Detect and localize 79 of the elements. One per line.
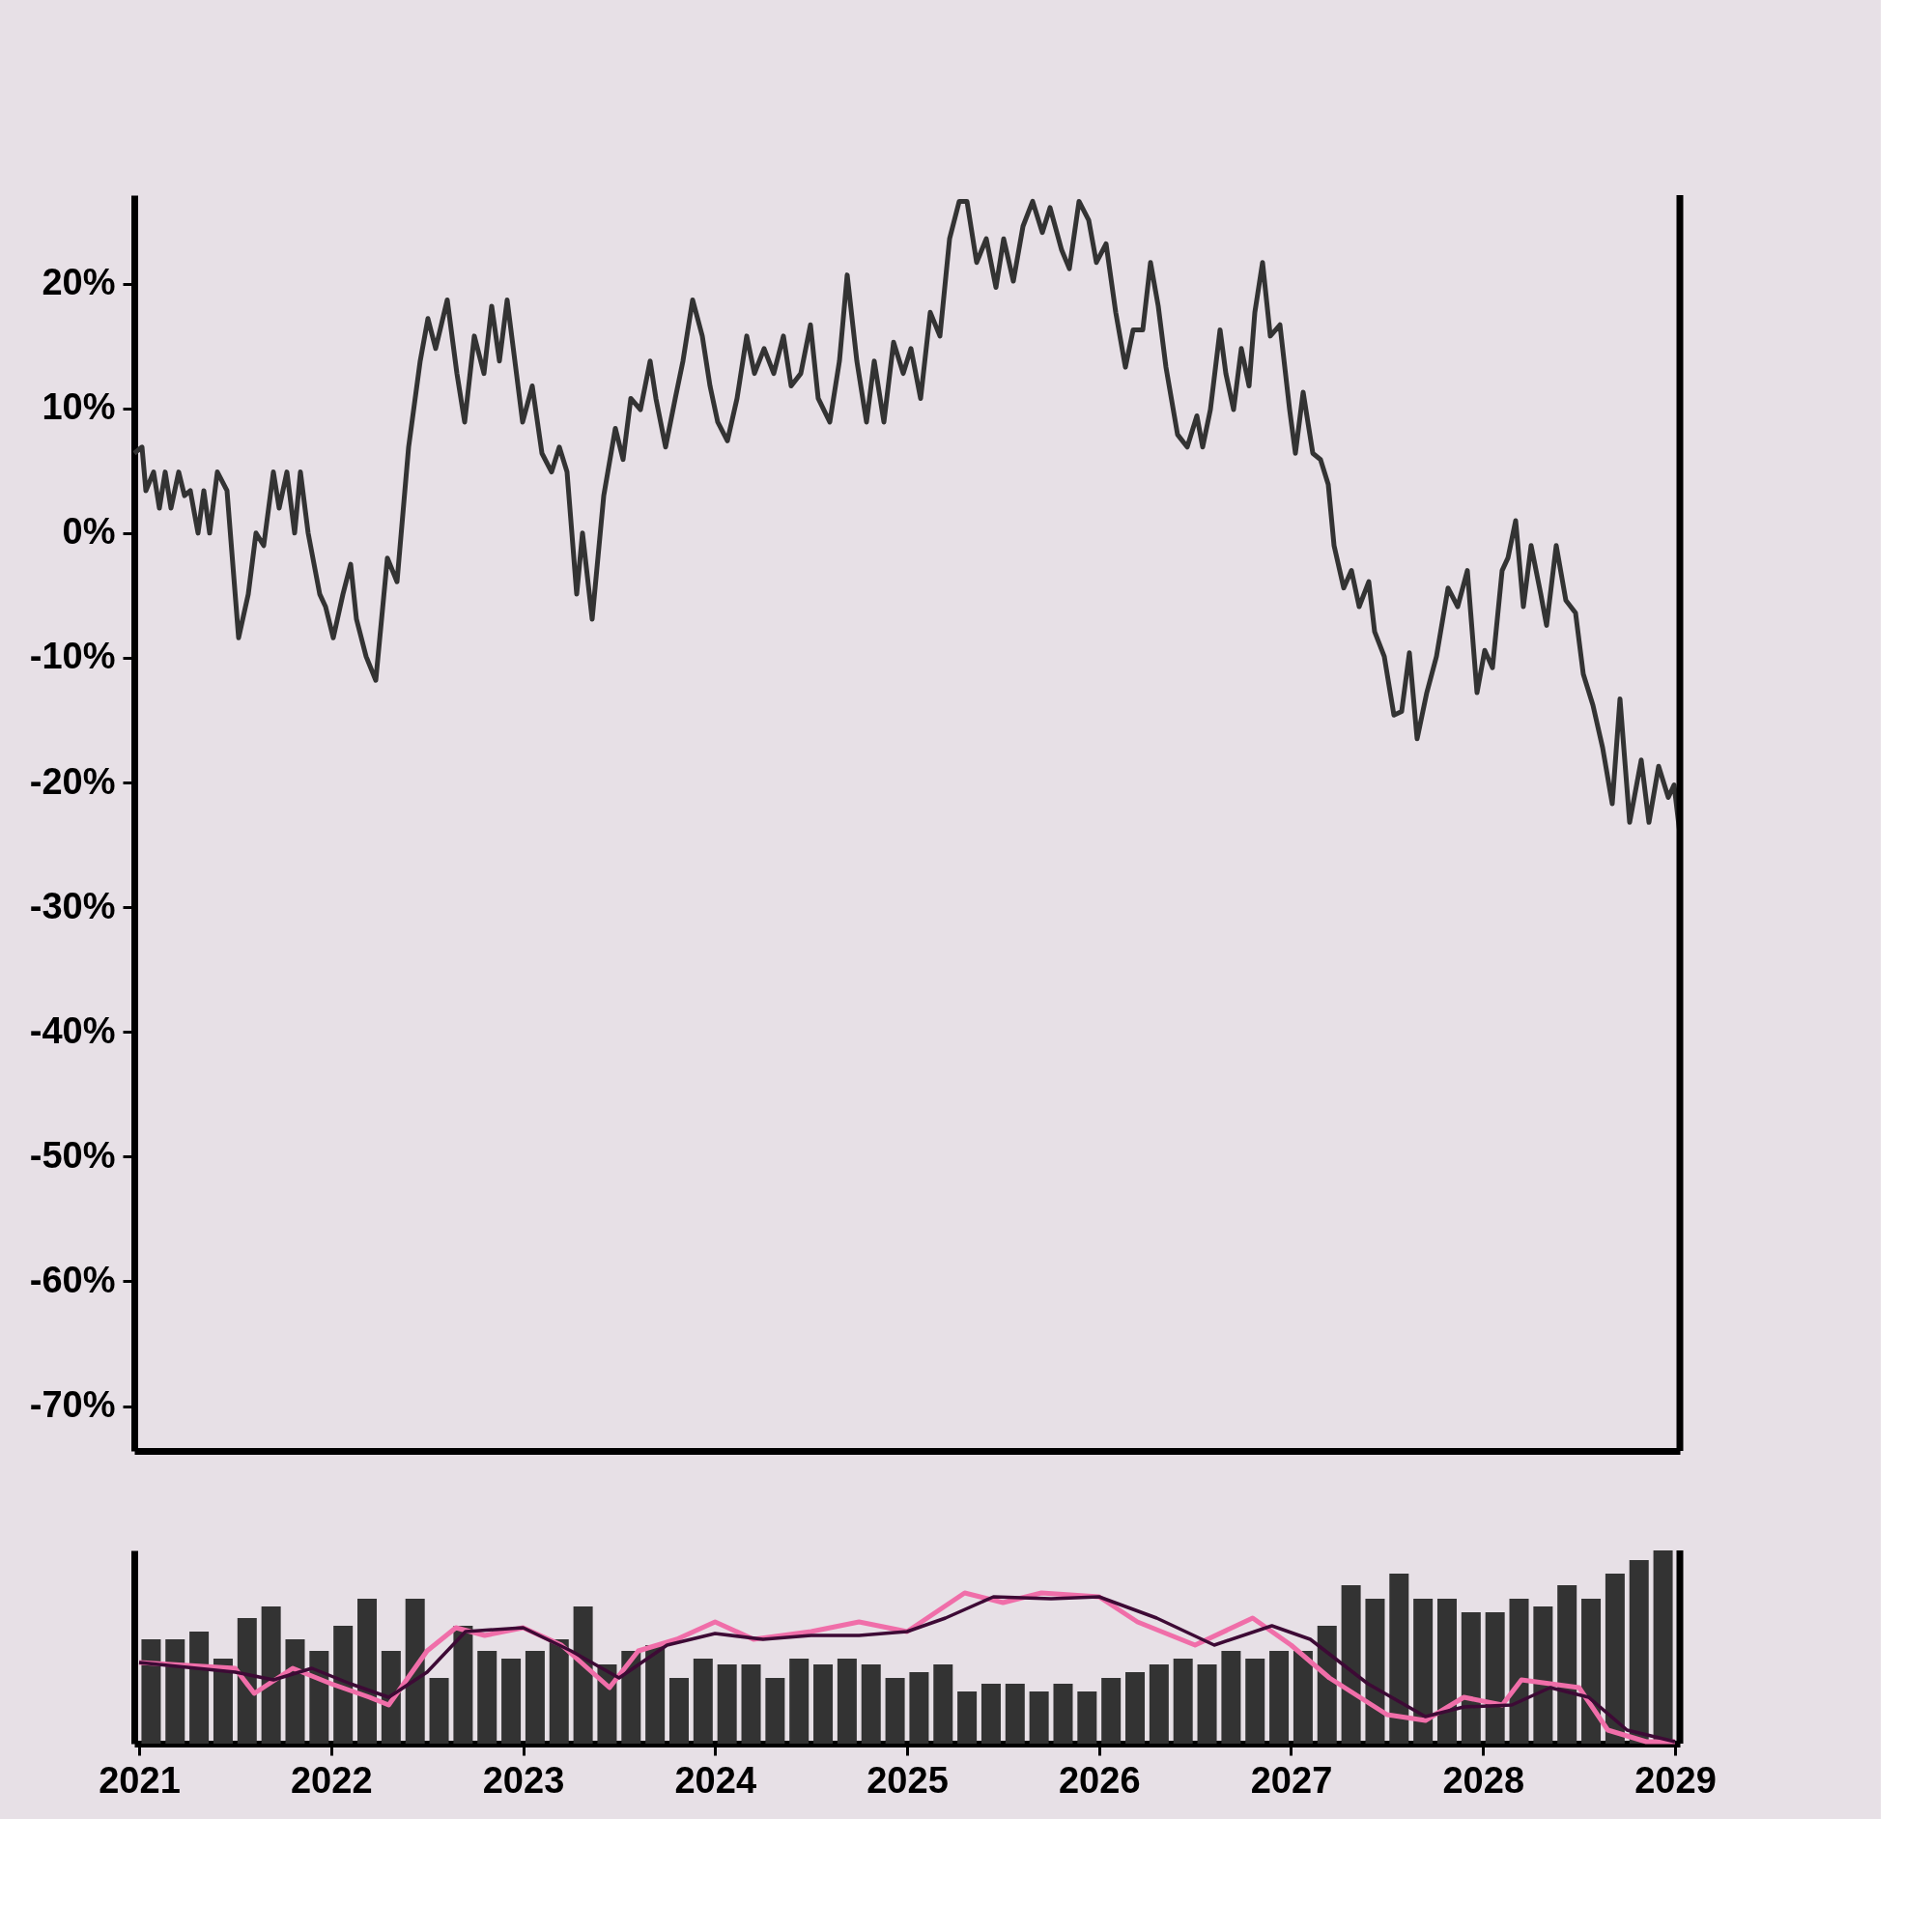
y-tick-label: -40% xyxy=(29,1009,116,1051)
y-tick-label: 0% xyxy=(62,511,116,553)
bar xyxy=(1269,1651,1290,1744)
bar xyxy=(525,1651,545,1744)
bar xyxy=(1077,1691,1097,1744)
y-tick-label: -50% xyxy=(29,1134,116,1176)
x-tick-label: 2028 xyxy=(1442,1759,1525,1801)
bar xyxy=(477,1651,497,1744)
bar xyxy=(1197,1664,1217,1744)
bar xyxy=(1461,1612,1481,1744)
y-tick-label: -30% xyxy=(29,885,116,926)
x-tick-label: 2022 xyxy=(290,1759,373,1801)
bar xyxy=(1389,1574,1409,1744)
bar xyxy=(837,1659,857,1744)
x-tick-label: 2026 xyxy=(1058,1759,1141,1801)
bar xyxy=(1101,1678,1122,1744)
bar xyxy=(668,1678,689,1744)
bar xyxy=(1509,1599,1529,1744)
bar xyxy=(405,1599,425,1744)
bar xyxy=(861,1664,881,1744)
bar xyxy=(741,1664,761,1744)
bar xyxy=(237,1618,257,1744)
bar xyxy=(957,1691,978,1744)
x-tick-label: 2023 xyxy=(482,1759,565,1801)
bar xyxy=(213,1659,233,1744)
y-tick-label: 20% xyxy=(42,262,116,303)
bar xyxy=(1436,1599,1457,1744)
bar xyxy=(980,1684,1001,1744)
bar xyxy=(1605,1574,1625,1744)
bar xyxy=(1365,1599,1385,1744)
bar xyxy=(501,1659,522,1744)
bar xyxy=(1221,1651,1241,1744)
bar xyxy=(1245,1659,1265,1744)
y-tick-label: 10% xyxy=(42,386,116,428)
bar xyxy=(165,1639,185,1744)
bar xyxy=(573,1606,593,1744)
bar xyxy=(765,1678,785,1744)
bar xyxy=(1581,1599,1602,1744)
bar xyxy=(1125,1672,1146,1744)
bar xyxy=(189,1632,210,1744)
y-tick-label: -70% xyxy=(29,1384,116,1426)
bar xyxy=(717,1664,737,1744)
y-tick-label: -60% xyxy=(29,1259,116,1300)
bar xyxy=(1293,1651,1313,1744)
bar xyxy=(1317,1626,1337,1744)
bar xyxy=(1005,1684,1025,1744)
bar xyxy=(333,1626,354,1744)
bar xyxy=(357,1599,378,1744)
bar xyxy=(1629,1560,1649,1744)
bar xyxy=(909,1672,929,1744)
y-tick-label: -10% xyxy=(29,636,116,677)
bar xyxy=(549,1639,569,1744)
bar xyxy=(813,1664,834,1744)
x-tick-label: 2029 xyxy=(1634,1759,1717,1801)
bar xyxy=(789,1659,810,1744)
bar xyxy=(933,1664,953,1744)
bar xyxy=(309,1651,329,1744)
bar xyxy=(1533,1606,1553,1744)
bar xyxy=(1485,1612,1505,1744)
x-tick-label: 2024 xyxy=(674,1759,757,1801)
bar xyxy=(453,1626,473,1744)
bar xyxy=(1053,1684,1073,1744)
y-tick-label: -20% xyxy=(29,760,116,802)
bar xyxy=(1557,1585,1577,1744)
x-tick-label: 2021 xyxy=(99,1759,181,1801)
bar xyxy=(1413,1599,1434,1744)
bar xyxy=(885,1678,905,1744)
bar xyxy=(261,1606,281,1744)
bar xyxy=(1149,1664,1169,1744)
bar xyxy=(1029,1691,1049,1744)
x-tick-label: 2027 xyxy=(1250,1759,1333,1801)
bar xyxy=(645,1645,666,1744)
x-tick-label: 2025 xyxy=(867,1759,949,1801)
bar xyxy=(1173,1659,1193,1744)
bar xyxy=(285,1639,305,1744)
bar xyxy=(1341,1585,1361,1744)
bar xyxy=(693,1659,713,1744)
bar xyxy=(429,1678,449,1744)
bar xyxy=(141,1639,161,1744)
